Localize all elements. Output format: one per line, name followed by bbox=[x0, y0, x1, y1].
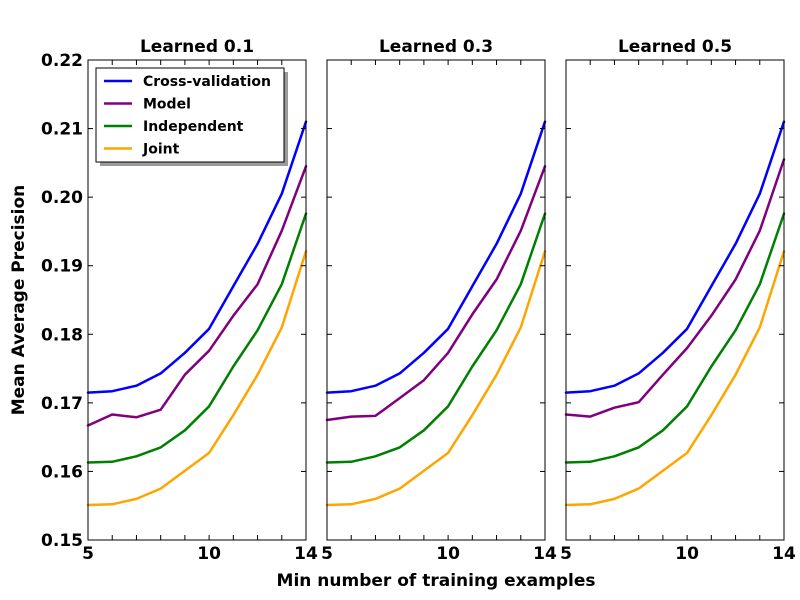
y-tick-label: 0.17 bbox=[41, 394, 83, 414]
x-tick-label: 14 bbox=[772, 544, 796, 564]
legend-label-independent: Independent bbox=[143, 119, 244, 135]
x-tick-label: 10 bbox=[436, 544, 460, 564]
x-tick-label: 14 bbox=[533, 544, 557, 564]
y-tick-label: 0.19 bbox=[41, 257, 83, 277]
series-line-model bbox=[564, 158, 786, 418]
panel-1: 0.15 0.16 0.17 0.18 0.19 0.20 0.21 0.22 5 10 14 Lea… bbox=[41, 37, 318, 564]
x-tick-label: 10 bbox=[675, 544, 699, 564]
panel-2: 5 10 14 Learned 0.3 bbox=[321, 37, 557, 564]
series-line-independent bbox=[564, 212, 786, 464]
series-line-independent bbox=[325, 212, 547, 464]
series-line-joint bbox=[86, 250, 308, 507]
legend-label-model: Model bbox=[143, 97, 191, 113]
series-line-cross-validation bbox=[325, 120, 547, 394]
x-tick-label: 14 bbox=[294, 544, 318, 564]
panels: 0.15 0.16 0.17 0.18 0.19 0.20 0.21 0.22 5 10 14 Lea… bbox=[41, 37, 796, 564]
series-line-independent bbox=[86, 212, 308, 464]
series-line-cross-validation bbox=[564, 120, 786, 394]
series-line-cross-validation bbox=[86, 120, 308, 394]
x-axis-label: Min number of training examples bbox=[277, 571, 596, 591]
x-tick-label: 5 bbox=[321, 544, 333, 564]
y-tick-label: 0.16 bbox=[41, 462, 83, 482]
legend-label-joint: Joint bbox=[142, 142, 180, 158]
y-tick-label: 0.18 bbox=[41, 325, 83, 345]
panel-3: 5 10 14 Learned 0.5 bbox=[560, 37, 796, 564]
y-tick-label: 0.15 bbox=[41, 531, 83, 551]
legend-items: Cross-validation Model Independent Joint bbox=[104, 74, 271, 158]
x-tick-label: 5 bbox=[560, 544, 572, 564]
legend-box bbox=[95, 67, 285, 163]
series-line-joint bbox=[325, 250, 547, 507]
legend-label-cross-validation: Cross-validation bbox=[143, 74, 271, 90]
panel-frame bbox=[87, 59, 307, 541]
x-tick-label: 10 bbox=[197, 544, 221, 564]
legend: Cross-validation Model Independent Joint bbox=[95, 67, 288, 166]
series-line-model bbox=[86, 165, 308, 427]
x-tick-label: 5 bbox=[82, 544, 94, 564]
y-axis-label: Mean Average Precision bbox=[9, 185, 29, 416]
panel-frame bbox=[326, 59, 546, 541]
panel-title: Learned 0.3 bbox=[379, 37, 493, 57]
panel-frame bbox=[565, 59, 785, 541]
series-line-model bbox=[325, 165, 547, 422]
y-tick-label: 0.21 bbox=[41, 120, 83, 140]
series-line-joint bbox=[564, 250, 786, 507]
y-tick-label: 0.20 bbox=[41, 188, 83, 208]
panel-title: Learned 0.1 bbox=[140, 37, 254, 57]
panel-title: Learned 0.5 bbox=[618, 37, 732, 57]
y-tick-label: 0.22 bbox=[41, 51, 83, 71]
